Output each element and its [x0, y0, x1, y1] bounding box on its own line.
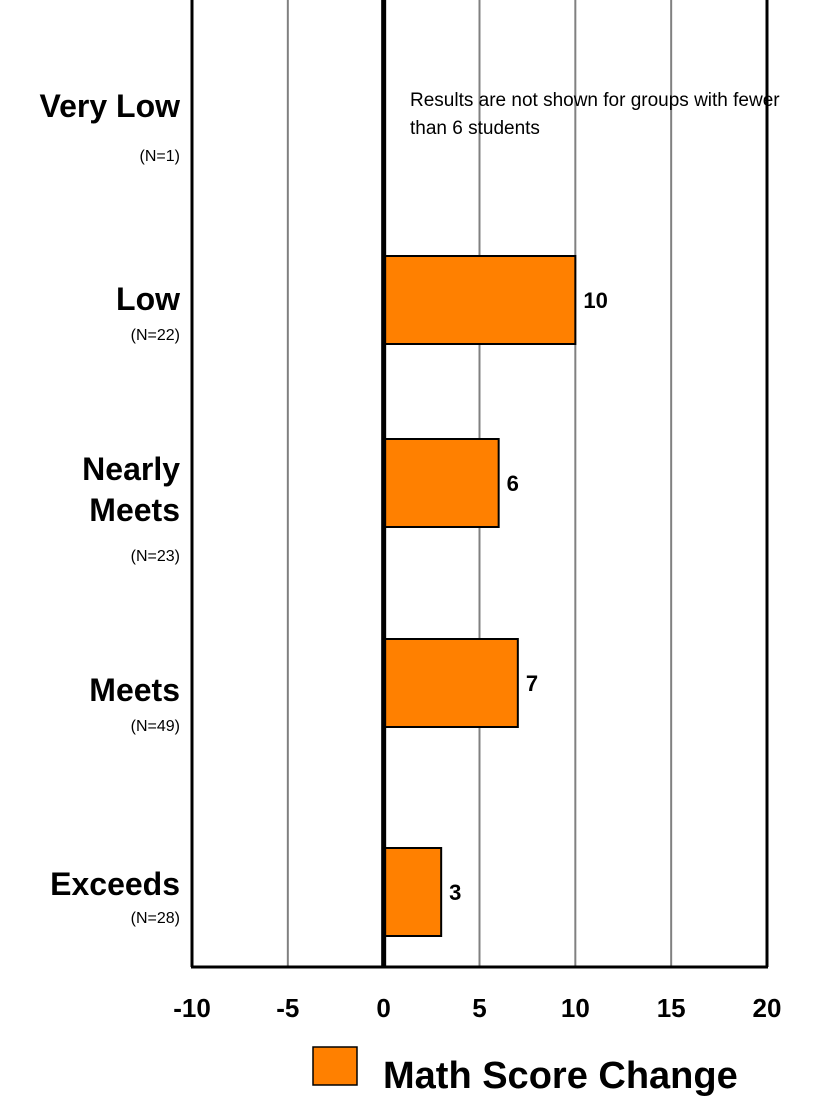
bar: [382, 847, 443, 937]
x-tick-label: 0: [376, 993, 390, 1023]
category-count-label: (N=49): [131, 718, 180, 735]
category-label-group: Very Low (N=1): [40, 88, 181, 165]
category-label-group: Nearly Meets (N=23): [82, 451, 180, 565]
axes: [190, 0, 769, 969]
category-label: Exceeds: [50, 866, 180, 902]
category-label: Low: [116, 281, 180, 317]
legend-swatch: [312, 1046, 358, 1086]
category-label: Meets: [89, 672, 180, 708]
bar: [382, 255, 577, 345]
x-tick-label: -5: [276, 993, 299, 1023]
bar: [382, 438, 500, 528]
category-label: Nearly Meets: [82, 451, 180, 528]
grid-lines: [286, 0, 673, 967]
category-label-group: Exceeds (N=28): [50, 866, 180, 927]
x-tick-label: 15: [657, 993, 686, 1023]
annotation-line: than 6 students: [410, 118, 540, 139]
x-tick-label: -10: [173, 993, 211, 1023]
data-label: 10: [583, 288, 607, 313]
legend-label: Math Score Change: [383, 1055, 738, 1097]
category-count-label: (N=28): [131, 910, 180, 927]
category-label-line: Nearly: [82, 451, 180, 487]
data-label: 6: [507, 471, 519, 496]
data-label: 3: [449, 880, 461, 905]
category-label: Very Low: [40, 88, 181, 124]
bar: [382, 638, 519, 728]
annotation-line: Results are not shown for groups with fe…: [410, 90, 780, 111]
x-tick-label: 10: [561, 993, 590, 1023]
category-label-line: Meets: [89, 492, 180, 528]
category-count-label: (N=22): [131, 327, 180, 344]
data-label: 7: [526, 671, 538, 696]
category-count-label: (N=23): [131, 548, 180, 565]
x-tick-label: 5: [472, 993, 486, 1023]
category-label-group: Meets (N=49): [89, 672, 180, 735]
x-tick-label: 20: [753, 993, 782, 1023]
category-label-group: Low (N=22): [116, 281, 180, 344]
labels: 10 6 7 3 -10 -5 0 5 10 15 20 Very Low (N=1) Low (N=22)…: [40, 88, 782, 1023]
annotation-note: Results are not shown for groups with fe…: [410, 90, 780, 139]
bars: [382, 255, 577, 937]
legend: Math Score Change: [312, 1046, 738, 1097]
category-count-label: (N=1): [140, 148, 180, 165]
